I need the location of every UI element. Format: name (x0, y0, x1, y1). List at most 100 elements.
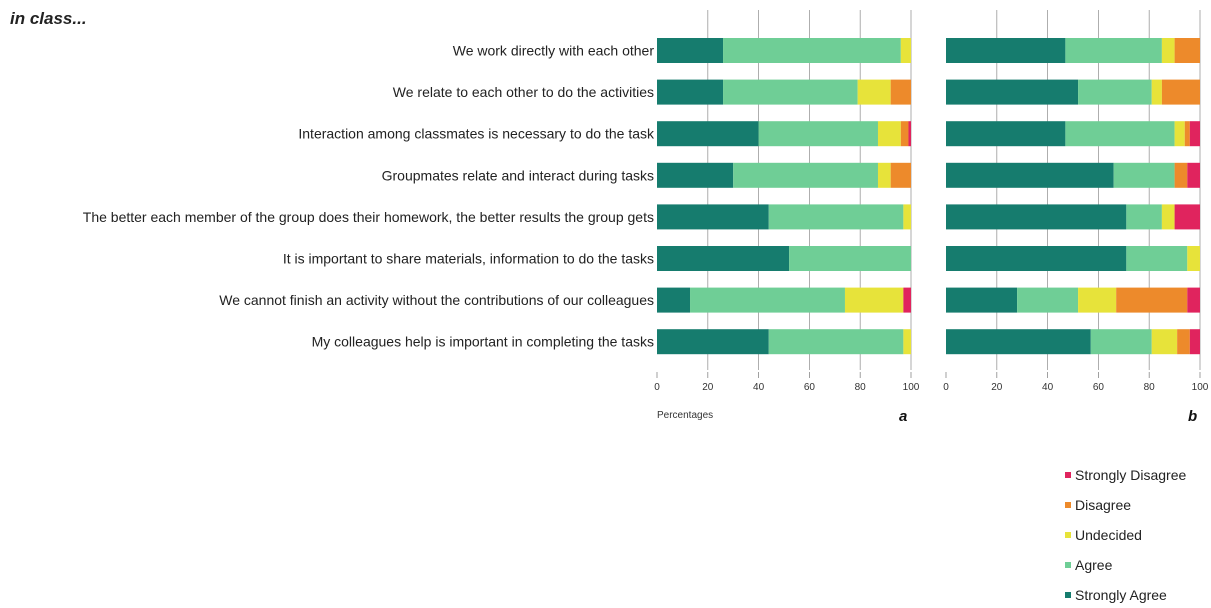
legend-swatch (1065, 592, 1071, 598)
category-label: We work directly with each other (453, 43, 655, 59)
bar-segment (1151, 329, 1178, 355)
bar-segment (946, 204, 1127, 230)
legend-label: Disagree (1075, 497, 1131, 513)
tick-label: 20 (702, 382, 714, 393)
bar-segment (1090, 329, 1152, 355)
tick-label: 60 (804, 382, 816, 393)
bar-segment (1187, 287, 1200, 313)
bar-segment (1177, 329, 1190, 355)
bar-segment (789, 246, 911, 271)
bar-segment (1151, 79, 1162, 105)
bar-segment (690, 287, 845, 313)
bar-segment (946, 329, 1091, 355)
bar-segment (903, 329, 911, 355)
bar-segment (1126, 204, 1162, 230)
category-label: Groupmates relate and interact during ta… (382, 167, 654, 183)
legend-swatch (1065, 502, 1071, 508)
tick-label: 100 (903, 382, 920, 393)
bar-segment (1161, 38, 1175, 63)
tick-label: 80 (855, 382, 867, 393)
category-label: We cannot finish an activity without the… (219, 292, 654, 308)
category-label: The better each member of the group does… (83, 209, 654, 225)
bar-segment (1065, 121, 1175, 147)
bar-segment (657, 162, 734, 188)
tick-label: 0 (943, 382, 949, 393)
bar-segment (1126, 246, 1188, 271)
bar-segment (657, 38, 724, 63)
bar-segment (1161, 79, 1200, 105)
legend-label: Undecided (1075, 527, 1142, 543)
bar-segment (723, 38, 901, 63)
legend-label: Agree (1075, 557, 1113, 573)
bar-segment (1078, 287, 1117, 313)
chart-title: in class... (10, 9, 87, 28)
bar-segment (733, 162, 878, 188)
bar-segment (657, 79, 724, 105)
bar-segment (657, 287, 691, 313)
bar-segment (946, 38, 1066, 63)
bar-segment (768, 204, 904, 230)
bar-segment (1187, 162, 1200, 188)
bar-segment (657, 121, 759, 147)
category-label: Interaction among classmates is necessar… (298, 126, 655, 142)
bar-segment (903, 204, 911, 230)
bar-segment (723, 79, 858, 105)
bar-segment (877, 162, 891, 188)
bar-segment (946, 287, 1018, 313)
bar-segment (657, 329, 769, 355)
bar-segment (1189, 121, 1200, 147)
tick-label: 20 (991, 382, 1003, 393)
bar-segment (657, 246, 790, 271)
bar-segment (1113, 162, 1175, 188)
x-axis-ticks: 0 20 40 60 80 100 0 20 40 60 80 100 (654, 372, 1209, 393)
bar-segment (1174, 121, 1185, 147)
bar-segment (857, 79, 891, 105)
bar-segment (908, 121, 911, 147)
bar-segment (900, 121, 909, 147)
category-labels: We work directly with each other We relat… (83, 43, 655, 350)
bar-segment (844, 287, 904, 313)
bar-segment (903, 287, 911, 313)
legend-label: Strongly Agree (1075, 587, 1167, 603)
bar-segment (1187, 246, 1200, 271)
bar-segment (946, 121, 1066, 147)
legend-swatch (1065, 562, 1071, 568)
bar-segment (877, 121, 901, 147)
tick-label: 100 (1192, 382, 1209, 393)
bar-segment (946, 162, 1114, 188)
bar-segment (1116, 287, 1188, 313)
legend-swatch (1065, 532, 1071, 538)
bar-segment (946, 246, 1127, 271)
bar-segment (1189, 329, 1200, 355)
legend: Strongly Disagree Disagree Undecided Agree S… (1065, 467, 1186, 603)
legend-swatch (1065, 472, 1071, 478)
bar-segment (890, 79, 911, 105)
bar-segment (768, 329, 904, 355)
tick-label: 60 (1093, 382, 1105, 393)
bar-segment (946, 79, 1079, 105)
bar-segment (1174, 162, 1188, 188)
bar-segment (1078, 79, 1152, 105)
gridlines (707, 10, 1201, 370)
bar-segment (758, 121, 878, 147)
bar-segment (890, 162, 911, 188)
bar-segment (1065, 38, 1162, 63)
bar-segment (1017, 287, 1079, 313)
bar-segment (900, 38, 911, 63)
bar-segment (657, 204, 769, 230)
tick-label: 40 (753, 382, 765, 393)
category-label: It is important to share materials, info… (283, 251, 654, 267)
bar-segment (1161, 204, 1175, 230)
tick-label: 80 (1144, 382, 1156, 393)
x-axis-label: Percentages (657, 410, 713, 421)
bar-segment (1174, 38, 1200, 63)
panel-label: b (1188, 408, 1197, 425)
panel-label: a (899, 408, 907, 425)
legend-label: Strongly Disagree (1075, 467, 1186, 483)
tick-label: 40 (1042, 382, 1054, 393)
bar-segment (1174, 204, 1200, 230)
bar-segment (1184, 121, 1190, 147)
tick-label: 0 (654, 382, 660, 393)
